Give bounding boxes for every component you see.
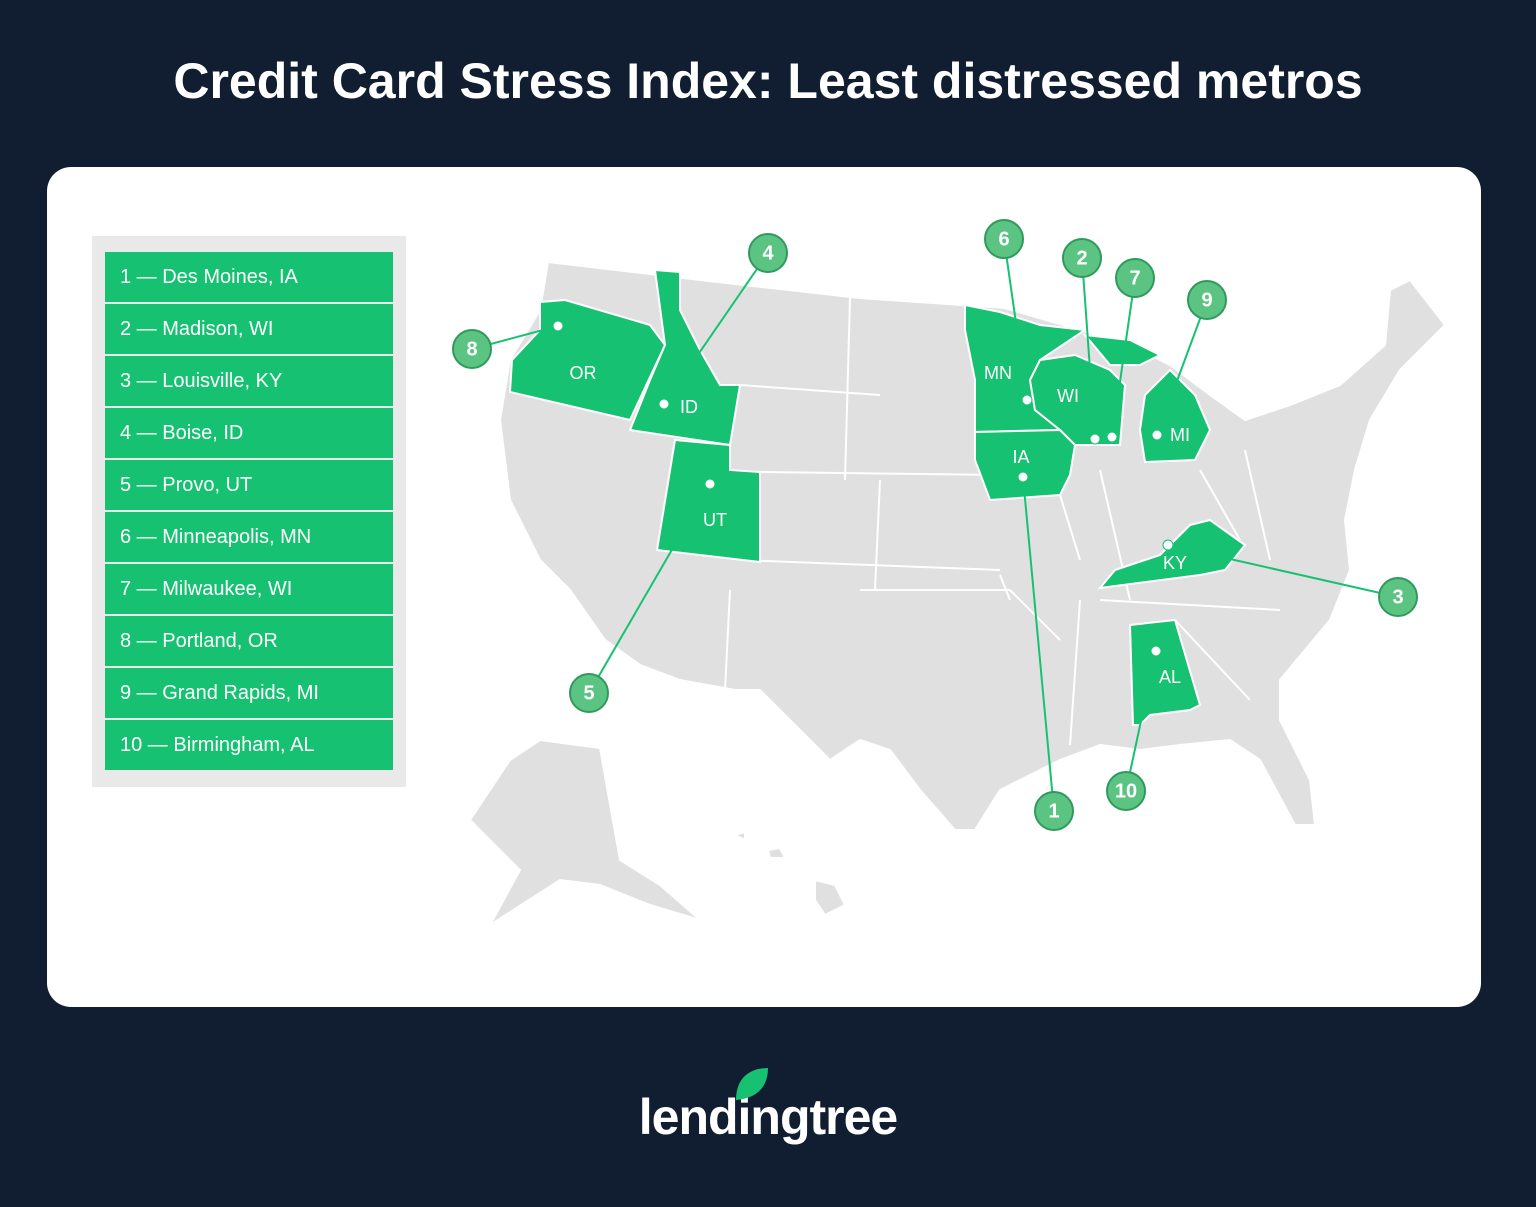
city-dot [1017,471,1029,483]
city-dot [658,398,670,410]
marker-label: 2 [1076,247,1087,269]
state-label: UT [703,510,727,530]
title: Credit Card Stress Index: Least distress… [173,53,1363,109]
city-dot [704,478,716,490]
leader-line [1022,476,1055,812]
marker [1115,258,1155,298]
marker [1187,280,1227,320]
leader-line [1125,650,1157,792]
city-dot [1150,645,1162,657]
ranking-item: 2 — Madison, WI [105,304,393,354]
ranking-item: 6 — Minneapolis, MN [105,512,393,562]
ranking-item: 4 — Boise, ID [105,408,393,458]
state-ky [1097,518,1247,590]
hawaii [814,878,847,917]
ranking-item: 1 — Des Moines, IA [105,252,393,302]
marker [1378,577,1418,617]
marker [1106,771,1146,811]
state-label: MN [984,363,1012,383]
marker [1062,238,1102,278]
hawaii [766,846,787,859]
leader-line [1111,277,1136,438]
state-id [628,268,742,447]
ranking-item: 9 — Grand Rapids, MI [105,668,393,718]
leader-line [1081,257,1096,440]
marker [984,219,1024,259]
marker [569,673,609,713]
state-label: MI [1170,425,1190,445]
ranking-item: 7 — Milwaukee, WI [105,564,393,614]
state-label: OR [570,363,597,383]
leader-line [663,252,769,405]
state-label: WI [1057,386,1079,406]
ranking-item: 3 — Louisville, KY [105,356,393,406]
marker-label: 1 [1048,800,1059,822]
state-mi-upper [1082,333,1163,366]
logo-leaf [736,1068,768,1100]
ranking-item: 5 — Provo, UT [105,460,393,510]
logo-text: lendingtree [638,1089,898,1145]
city-dot [1089,433,1101,445]
marker-label: 6 [998,228,1009,250]
marker [748,233,788,273]
leader-line [588,483,711,694]
leader-line [1167,544,1399,598]
state-wi [1028,353,1127,446]
marker-label: 5 [583,682,594,704]
marker-label: 10 [1115,780,1137,802]
alaska [468,738,701,926]
hawaii [732,830,746,842]
marker-label: 3 [1392,586,1403,608]
city-dot [1151,429,1163,441]
logo: lendingtree [0,1068,1536,1146]
ranking-list: 1 — Des Moines, IA 2 — Madison, WI 3 — Lou… [105,252,393,772]
marker [1034,791,1074,831]
state-ia [974,428,1077,502]
state-label: IA [1012,447,1029,467]
marker-label: 9 [1201,289,1212,311]
city-dot [1021,394,1033,406]
leader-line [1156,299,1208,436]
state-or [508,298,667,422]
ranking-item: 8 — Portland, OR [105,616,393,666]
state-label: ID [680,397,698,417]
state-label: KY [1163,553,1187,573]
marker-label: 8 [466,338,477,360]
state-label: AL [1159,667,1181,687]
marker-label: 7 [1129,267,1140,289]
state-al [1128,618,1202,726]
city-dot [552,320,564,332]
city-dot [1162,539,1174,551]
ranking-item: 10 — Birmingham, AL [105,720,393,770]
city-dot [1106,431,1118,443]
marker [452,329,492,369]
marker-label: 4 [762,242,774,264]
highlighted-states [508,268,1247,726]
leader-line [1003,238,1028,401]
